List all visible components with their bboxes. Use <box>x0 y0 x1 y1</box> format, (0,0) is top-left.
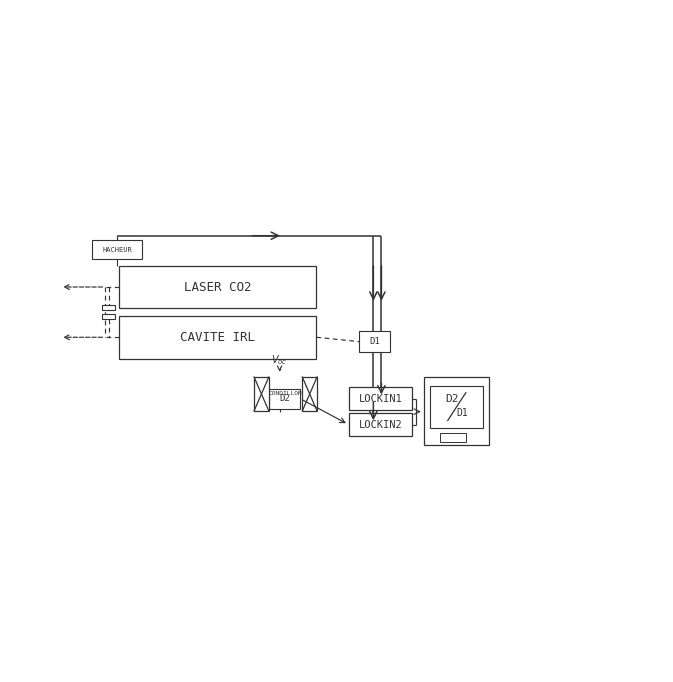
Text: CONDILLON: CONDILLON <box>269 391 302 396</box>
Bar <box>359 331 390 352</box>
Bar <box>423 377 489 445</box>
Text: D2: D2 <box>279 394 290 403</box>
Text: LOCKIN1: LOCKIN1 <box>359 394 402 404</box>
Bar <box>102 314 115 319</box>
Bar <box>349 387 413 411</box>
Text: D2: D2 <box>446 394 459 404</box>
Bar <box>118 316 316 359</box>
Bar <box>102 306 115 310</box>
Text: D1: D1 <box>456 408 468 418</box>
Text: CAVITE IRL: CAVITE IRL <box>180 331 255 344</box>
Bar <box>302 377 317 411</box>
Bar <box>430 386 483 428</box>
Text: LOCKIN2: LOCKIN2 <box>359 419 402 430</box>
Bar <box>254 377 269 411</box>
Text: LASER CO2: LASER CO2 <box>184 280 251 293</box>
Bar <box>118 265 316 308</box>
Bar <box>349 413 413 436</box>
Text: D1: D1 <box>369 337 380 346</box>
Bar <box>440 432 466 441</box>
Bar <box>269 389 300 409</box>
Text: $V_{oc}$: $V_{oc}$ <box>271 354 288 368</box>
Text: HACHEUR: HACHEUR <box>102 247 132 253</box>
Bar <box>92 241 142 259</box>
